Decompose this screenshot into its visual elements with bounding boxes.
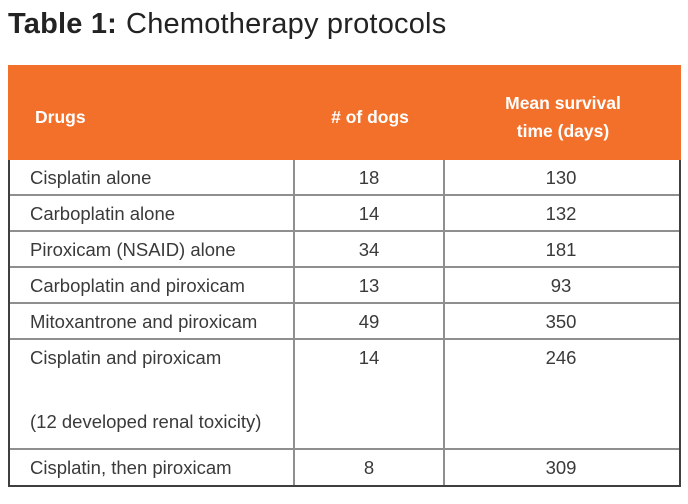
table-subject-label: Chemotherapy protocols	[126, 8, 447, 40]
cell-drug-note: (12 developed renal toxicity)	[30, 411, 262, 432]
table-row: Carboplatin and piroxicam 13 93	[10, 268, 679, 304]
cell-survival: 246	[545, 347, 577, 368]
cell-drug: Cisplatin and piroxicam (12 developed re…	[10, 340, 295, 448]
table-body: Cisplatin alone 18 130 Carboplatin alone…	[8, 160, 681, 487]
cell-survival: 309	[545, 457, 577, 478]
cell-dogs: 13	[295, 268, 445, 302]
table-header-row: Drugs # of dogs Mean survival time (days…	[8, 65, 681, 160]
cell-drug: Carboplatin and piroxicam	[10, 268, 295, 302]
cell-dogs: 14	[295, 196, 445, 230]
column-header-mean-survival: Mean survival time (days)	[445, 90, 681, 144]
cell-drug: Mitoxantrone and piroxicam	[10, 304, 295, 338]
table-row: Cisplatin, then piroxicam 8 309	[10, 450, 679, 485]
table-row: Carboplatin alone 14 132	[10, 196, 679, 232]
cell-dogs: 18	[295, 160, 445, 194]
table-row: Mitoxantrone and piroxicam 49 350	[10, 304, 679, 340]
cell-drug: Cisplatin alone	[10, 160, 295, 194]
cell-survival: 132	[545, 203, 577, 224]
cell-drug: Piroxicam (NSAID) alone	[10, 232, 295, 266]
cell-dogs: 14	[295, 340, 445, 448]
cell-dogs: 8	[295, 450, 445, 485]
cell-survival: 130	[545, 167, 577, 188]
cell-survival: 181	[545, 239, 577, 260]
cell-survival: 93	[550, 275, 572, 296]
table-row: Piroxicam (NSAID) alone 34 181	[10, 232, 679, 268]
cell-drug-main: Cisplatin and piroxicam	[30, 347, 222, 368]
table-row: Cisplatin and piroxicam (12 developed re…	[10, 340, 679, 450]
chemotherapy-protocols-table: Drugs # of dogs Mean survival time (days…	[8, 65, 681, 487]
cell-drug: Cisplatin, then piroxicam	[10, 450, 295, 485]
cell-drug: Carboplatin alone	[10, 196, 295, 230]
column-header-number-of-dogs: # of dogs	[331, 107, 409, 127]
column-header-mean-survival-label: Mean survival time (days)	[505, 93, 621, 141]
cell-dogs: 49	[295, 304, 445, 338]
table-number-label: Table 1:	[8, 8, 118, 40]
cell-dogs: 34	[295, 232, 445, 266]
column-header-drugs: Drugs	[35, 107, 86, 127]
page-title: Table 1: Chemotherapy protocols	[8, 8, 446, 41]
table-row: Cisplatin alone 18 130	[10, 160, 679, 196]
cell-survival: 350	[545, 311, 577, 332]
